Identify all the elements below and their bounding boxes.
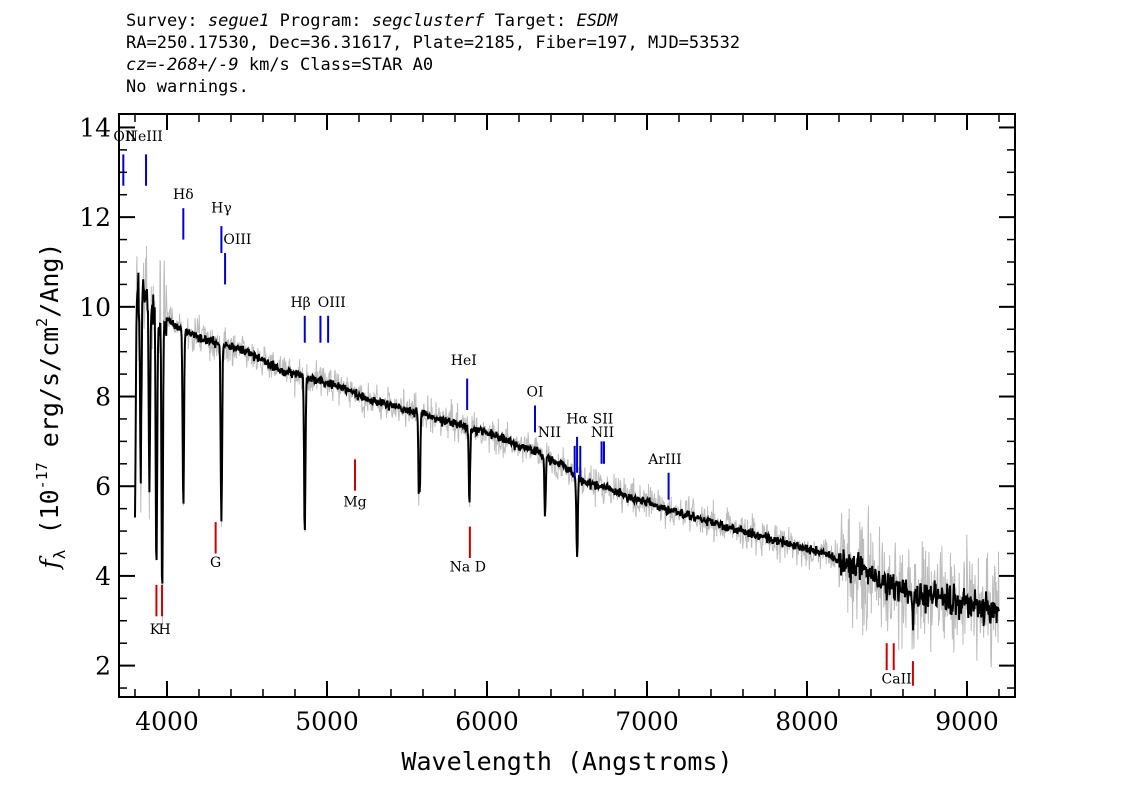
target-value: ESDM xyxy=(576,11,618,31)
header-line-coords: RA=250.17530, Dec=36.31617, Plate=2185, … xyxy=(126,33,741,53)
y-tick-label: 12 xyxy=(79,203,111,232)
emission-line-label: Hδ xyxy=(173,187,194,203)
y-axis-title: fλ (10-17 erg/s/cm2/Ang) xyxy=(33,243,69,571)
emission-line-label: ArIII xyxy=(647,452,681,468)
emission-line-label: HeI xyxy=(451,353,477,369)
cz-label: cz= xyxy=(126,55,157,75)
header-line-redshift: cz=-268+/-9 km/s Class=STAR A0 xyxy=(126,54,740,76)
emission-line-label: OI xyxy=(526,385,543,401)
absorption-line-label: CaII xyxy=(882,672,912,688)
emission-line-label: NII xyxy=(538,425,561,441)
program-value: segclusterf xyxy=(371,11,485,31)
absorption-line-label: Na D xyxy=(450,559,486,575)
flux-trace xyxy=(134,272,1000,631)
absorption-line-label: K xyxy=(150,622,161,638)
spectrum-header: Survey: segue1 Program: segclusterf Targ… xyxy=(126,10,740,98)
noise-trace xyxy=(134,245,1000,668)
y-tick-label: 6 xyxy=(95,472,111,501)
emission-line-label: Hβ xyxy=(290,295,310,311)
header-line-survey: Survey: segue1 Program: segclusterf Targ… xyxy=(126,10,740,32)
x-tick-label: 7000 xyxy=(615,707,679,736)
target-label: Target: xyxy=(494,11,567,31)
x-tick-label: 5000 xyxy=(295,707,359,736)
emission-line-label: Hγ xyxy=(211,201,232,217)
x-axis-title: Wavelength (Angstroms) xyxy=(401,747,732,776)
y-tick-label: 4 xyxy=(95,562,111,591)
cz-value: -268+/-9 xyxy=(156,55,239,75)
spectrum-traces xyxy=(134,245,1000,668)
emission-line-label: OIII xyxy=(223,232,251,248)
emission-line-label: NeIII xyxy=(126,129,163,145)
survey-label: Survey: xyxy=(126,11,198,31)
axes: 4000 5000 6000 7000 8000 9000 2 4 6 8 10 12 14 xyxy=(79,113,1015,736)
x-tick-label: 9000 xyxy=(935,707,999,736)
program-label: Program: xyxy=(279,11,362,31)
absorption-line-label: G xyxy=(210,555,221,571)
y-tick-label: 8 xyxy=(95,383,111,412)
y-tick-label: 10 xyxy=(79,293,111,322)
y-tick-label: 2 xyxy=(95,652,111,681)
survey-value: segue1 xyxy=(207,11,270,31)
emission-line-label: Hα xyxy=(566,411,588,427)
emission-line-label: SII xyxy=(593,411,614,427)
x-tick-label: 4000 xyxy=(135,707,199,736)
emission-line-label: OIII xyxy=(318,295,346,311)
x-tick-label: 6000 xyxy=(455,707,519,736)
plot-frame xyxy=(118,113,1016,698)
emission-line-label: NII xyxy=(591,425,614,441)
header-line-warnings: No warnings. xyxy=(126,77,249,97)
y-tick-label: 14 xyxy=(79,113,111,142)
absorption-line-label: H xyxy=(158,622,170,638)
cz-class: km/s Class=STAR A0 xyxy=(238,55,434,75)
absorption-line-label: Mg xyxy=(343,494,366,510)
x-tick-label: 8000 xyxy=(775,707,839,736)
